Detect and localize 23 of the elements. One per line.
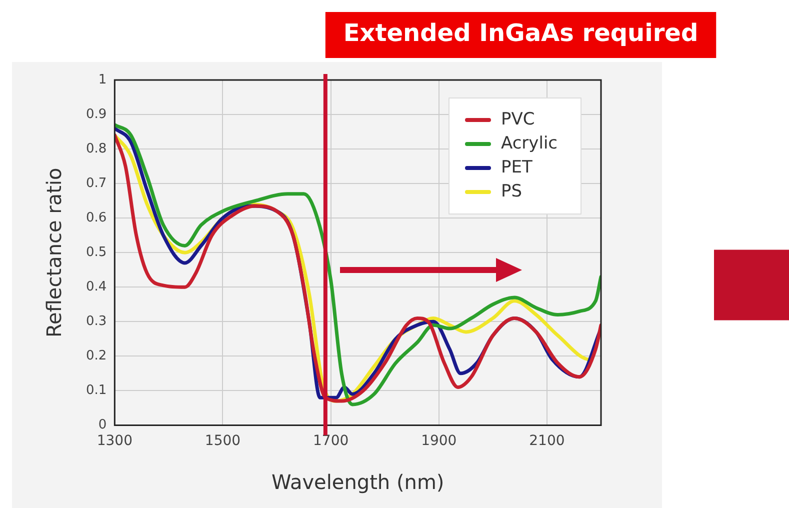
legend-label: PS — [501, 181, 522, 202]
y-tick-label: 1 — [98, 72, 107, 88]
x-tick-label: 1700 — [313, 433, 349, 450]
y-tick-label: 0.5 — [86, 244, 107, 260]
y-tick-label: 0.7 — [86, 176, 107, 191]
legend-label: Acrylic — [501, 133, 558, 154]
y-tick-label: 0.3 — [86, 314, 107, 330]
y-tick-label: 0.8 — [86, 141, 107, 156]
x-tick-label: 2100 — [529, 433, 565, 450]
y-tick-label: 0.6 — [86, 210, 107, 226]
y-tick-label: 0.9 — [86, 106, 107, 122]
ref-line-label: Extended InGaAs required — [343, 19, 698, 48]
x-tick-label: 1300 — [96, 433, 132, 450]
y-tick-label: 0.4 — [86, 279, 107, 294]
x-tick-label: 1500 — [204, 433, 241, 450]
y-tick-label: 0.2 — [86, 348, 107, 364]
y-tick-label: 0 — [98, 418, 107, 433]
legend-label: PVC — [501, 109, 535, 130]
x-axis-title: Wavelength (nm) — [271, 470, 444, 494]
y-axis-title: Reflectance ratio — [42, 168, 66, 338]
y-tick-label: 0.1 — [86, 383, 107, 398]
legend-label: PET — [501, 157, 533, 178]
x-tick-label: 1900 — [421, 433, 457, 450]
